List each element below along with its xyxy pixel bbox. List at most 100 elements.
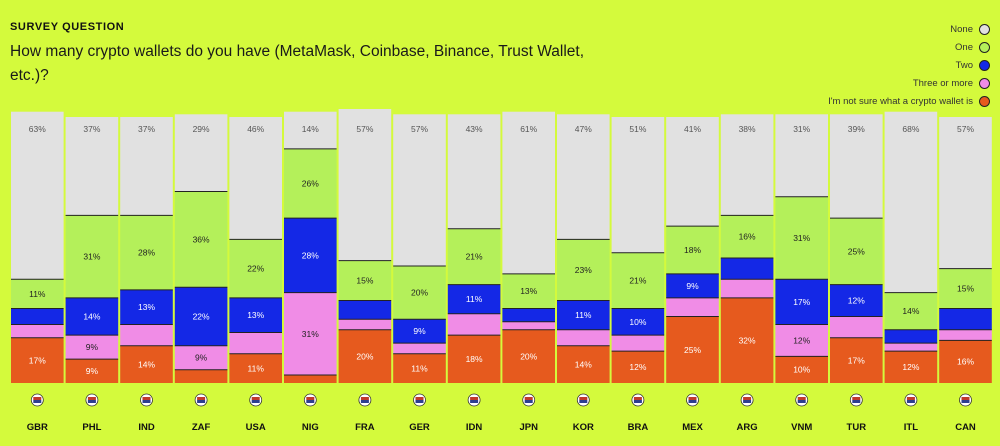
bar-vnm-series-3 — [775, 196, 828, 280]
flag-stripe-idn — [470, 400, 479, 403]
bar-ger-series-4 — [393, 114, 446, 266]
bar-fra-series-4 — [338, 109, 392, 261]
value-label-kor-series-4: 47% — [575, 124, 592, 134]
flag-icon-nig — [303, 393, 317, 407]
value-label-vnm-series-4: 31% — [793, 124, 810, 134]
value-label-ger-series-0: 11% — [411, 363, 428, 373]
bar-nig-series-0 — [284, 375, 337, 383]
value-label-jpn-series-3: 13% — [520, 286, 537, 296]
bar-kor-series-1 — [557, 329, 610, 346]
value-label-kor-series-0: 14% — [575, 359, 592, 369]
bar-ger-series-0 — [393, 353, 446, 383]
value-label-mex-series-2: 9% — [686, 281, 699, 291]
bar-gbr-series-0 — [11, 337, 64, 383]
bar-mex-series-0 — [666, 316, 719, 383]
flag-stripe-phl — [87, 397, 96, 400]
bar-ger-series-1 — [393, 343, 446, 354]
flag-stripe-ger — [415, 400, 424, 403]
legend-label: One — [955, 41, 973, 53]
value-label-phl-series-4: 37% — [83, 124, 100, 134]
value-label-zaf-series-1: 9% — [195, 353, 208, 363]
value-label-idn-series-0: 18% — [466, 354, 483, 364]
bar-idn-series-0 — [447, 335, 501, 383]
bar-idn-series-2 — [447, 284, 501, 314]
value-label-mex-series-0: 25% — [684, 345, 701, 355]
bar-jpn-series-1 — [502, 321, 555, 330]
flag-stripe-gbr — [33, 400, 42, 403]
value-label-vnm-series-1: 12% — [793, 335, 810, 345]
bar-phl-series-3 — [65, 215, 119, 298]
bar-phl-series-2 — [65, 297, 119, 336]
flag-icon-usa — [249, 393, 263, 407]
category-label-nig: NIG — [302, 422, 319, 433]
bar-tur-series-4 — [830, 114, 883, 218]
flag-icon-vnm — [795, 393, 809, 407]
legend-label: Two — [955, 59, 973, 71]
legend: None One Two Three or more I'm not sure … — [828, 22, 990, 108]
category-label-can: CAN — [955, 422, 976, 433]
bar-vnm-series-2 — [775, 279, 828, 325]
bar-kor-series-2 — [557, 300, 610, 330]
bar-bra-series-3 — [611, 252, 665, 309]
flag-stripe-usa — [251, 400, 260, 403]
bar-zaf-series-4 — [174, 114, 228, 192]
value-label-vnm-series-3: 31% — [793, 233, 810, 243]
category-label-ind: IND — [138, 422, 155, 433]
bar-mex-series-3 — [666, 226, 719, 274]
bar-arg-series-2 — [720, 258, 774, 280]
legend-item-two: Two — [956, 58, 990, 72]
value-label-ger-series-4: 57% — [411, 124, 428, 134]
legend-item-three-or-more: Three or more — [913, 76, 990, 90]
bar-tur-series-0 — [830, 337, 883, 383]
category-label-mex: MEX — [682, 422, 703, 433]
flag-stripe-arg — [743, 400, 752, 403]
flag-stripe-can — [961, 400, 970, 403]
value-label-ind-series-3: 28% — [138, 248, 155, 258]
flag-stripe-phl — [87, 400, 96, 403]
value-label-nig-series-4: 14% — [302, 124, 319, 134]
flag-icon-fra — [358, 393, 372, 407]
category-label-bra: BRA — [628, 422, 649, 433]
bar-nig-series-4 — [284, 111, 337, 149]
value-label-fra-series-0: 20% — [356, 351, 373, 361]
legend-item-one: One — [955, 40, 990, 54]
value-label-nig-series-2: 28% — [302, 250, 319, 260]
bar-bra-series-1 — [611, 335, 665, 352]
value-label-arg-series-4: 38% — [739, 124, 756, 134]
value-label-ind-series-0: 14% — [138, 359, 155, 369]
bar-bra-series-2 — [611, 308, 665, 336]
value-label-jpn-series-4: 61% — [520, 124, 537, 134]
flag-icon-ger — [413, 393, 426, 407]
category-label-usa: USA — [246, 422, 266, 433]
value-label-phl-series-0: 9% — [86, 366, 99, 376]
bar-tur-series-3 — [830, 218, 883, 285]
bar-zaf-series-1 — [174, 345, 228, 370]
flag-icon-gbr — [30, 393, 44, 407]
bar-fra-series-1 — [338, 319, 392, 330]
category-label-kor: KOR — [573, 422, 594, 433]
bar-nig-series-1 — [284, 292, 337, 376]
flag-icon-mex — [686, 393, 699, 407]
bar-usa-series-3 — [229, 239, 282, 298]
bar-zaf-series-0 — [174, 369, 228, 383]
legend-label: I'm not sure what a crypto wallet is — [828, 95, 973, 107]
bar-idn-series-1 — [447, 313, 501, 336]
bar-gbr-series-3 — [11, 279, 64, 309]
flag-icon-ind — [140, 393, 153, 407]
bar-vnm-series-1 — [775, 324, 828, 357]
value-label-arg-series-0: 32% — [739, 335, 756, 345]
value-label-bra-series-3: 21% — [629, 276, 646, 286]
flag-stripe-nig — [306, 397, 315, 400]
value-label-itl-series-4: 68% — [902, 124, 919, 134]
bar-mex-series-1 — [666, 297, 719, 317]
bar-vnm-series-0 — [775, 356, 828, 383]
flag-stripe-mex — [688, 400, 697, 403]
value-label-mex-series-3: 18% — [684, 245, 701, 255]
flag-stripe-bra — [633, 400, 642, 403]
flag-stripe-mex — [688, 397, 697, 400]
value-label-idn-series-3: 21% — [466, 252, 483, 262]
bar-ger-series-2 — [393, 319, 446, 344]
category-label-itl: ITL — [904, 422, 918, 433]
bar-can-series-0 — [939, 340, 992, 383]
